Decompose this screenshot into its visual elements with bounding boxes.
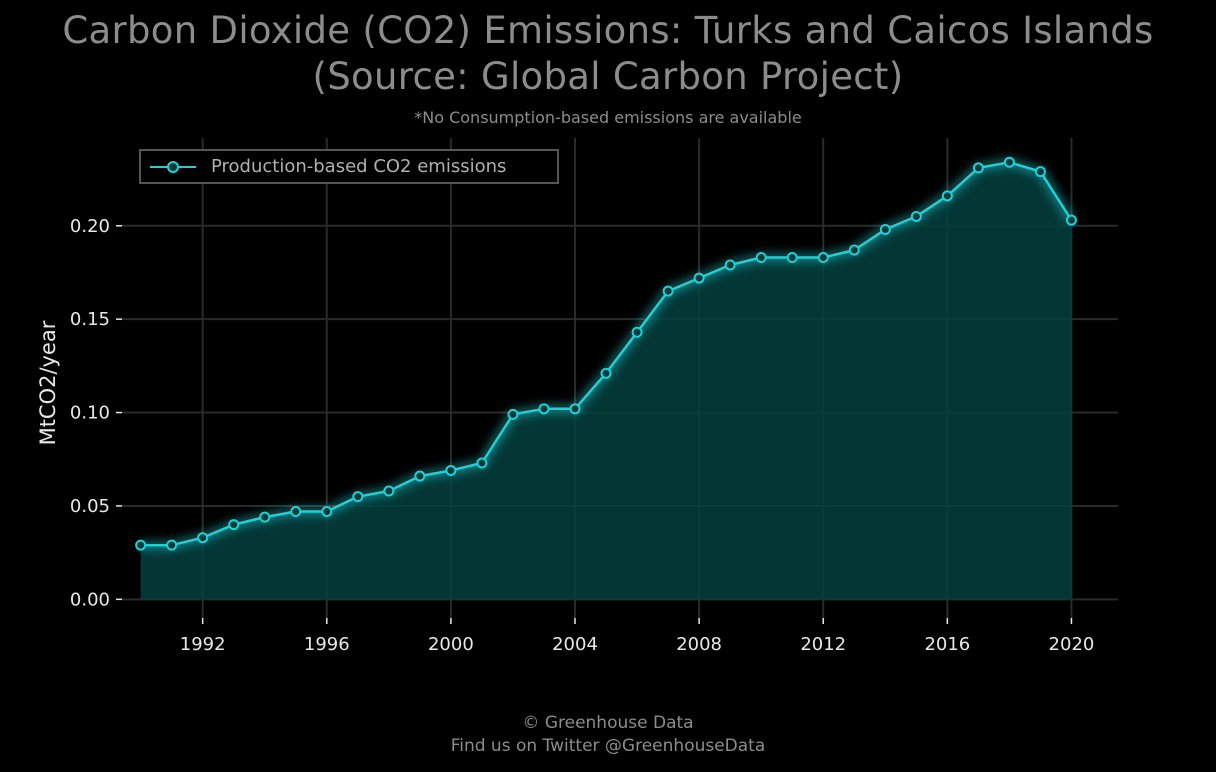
data-point	[1034, 166, 1046, 178]
data-point	[228, 519, 240, 531]
chart-legend: Production-based CO2 emissions	[139, 149, 559, 184]
y-tick-label: 0.05	[70, 496, 110, 517]
chart-subtitle: *No Consumption-based emissions are avai…	[414, 108, 802, 127]
chart-title-line2: (Source: Global Carbon Project)	[312, 55, 904, 98]
x-tick-label: 2008	[676, 634, 722, 655]
x-tick-label: 2016	[924, 634, 970, 655]
data-point	[135, 539, 147, 551]
x-tick-label: 2004	[552, 634, 598, 655]
footer-copyright: © Greenhouse Data	[522, 713, 694, 733]
data-point	[1065, 214, 1077, 226]
x-tick-label: 1996	[304, 634, 350, 655]
legend-label: Production-based CO2 emissions	[211, 156, 507, 177]
data-point	[848, 244, 860, 256]
chart-title-line1: Carbon Dioxide (CO2) Emissions: Turks an…	[62, 9, 1154, 52]
data-point	[910, 210, 922, 222]
data-point	[631, 326, 643, 338]
y-tick-label: 0.00	[70, 589, 110, 610]
data-point	[352, 491, 364, 503]
data-point	[662, 285, 674, 297]
data-point	[693, 272, 705, 284]
footer-twitter: Find us on Twitter @GreenhouseData	[450, 736, 766, 756]
x-tick-label: 1992	[180, 634, 226, 655]
data-point	[817, 252, 829, 264]
data-point	[538, 403, 550, 415]
data-point	[786, 252, 798, 264]
data-point	[569, 403, 581, 415]
data-point	[321, 506, 333, 518]
data-point	[197, 532, 209, 544]
x-tick-label: 2012	[800, 634, 846, 655]
data-point	[414, 470, 426, 482]
data-point	[1003, 156, 1015, 168]
y-tick-label: 0.20	[70, 216, 110, 237]
data-point	[476, 457, 488, 469]
x-tick-label: 2020	[1049, 634, 1095, 655]
footer: © Greenhouse Data Find us on Twitter @Gr…	[0, 712, 1216, 758]
data-point	[445, 464, 457, 476]
data-point	[941, 190, 953, 202]
data-point	[166, 539, 178, 551]
data-point	[724, 259, 736, 271]
data-point	[600, 367, 612, 379]
data-point	[290, 506, 302, 518]
data-point	[507, 408, 519, 420]
data-point	[972, 162, 984, 174]
data-point	[755, 252, 767, 264]
legend-point-marker	[167, 161, 179, 173]
chart-title: Carbon Dioxide (CO2) Emissions: Turks an…	[0, 8, 1216, 100]
y-tick-label: 0.10	[70, 403, 110, 424]
data-point	[259, 511, 271, 523]
data-point	[879, 224, 891, 236]
data-point	[383, 485, 395, 497]
x-tick-label: 2000	[428, 634, 474, 655]
y-axis-label: MtCO2/year	[36, 320, 60, 445]
y-tick-label: 0.15	[70, 309, 110, 330]
